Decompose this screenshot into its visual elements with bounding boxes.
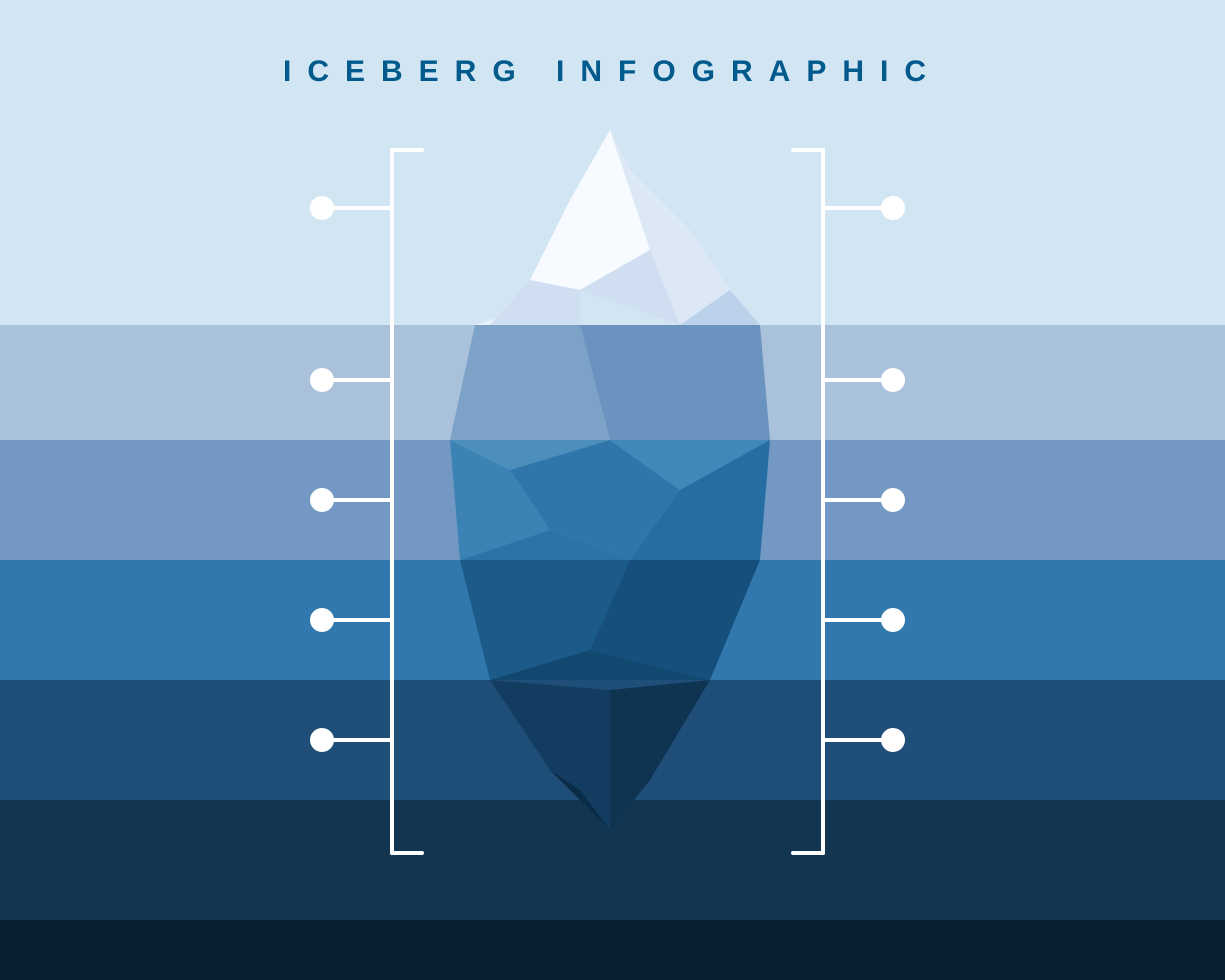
level-marker-left-2[interactable] xyxy=(312,490,332,510)
bracket-frame xyxy=(312,150,903,853)
level-marker-left-0[interactable] xyxy=(312,198,332,218)
level-marker-left-4[interactable] xyxy=(312,730,332,750)
level-marker-right-0[interactable] xyxy=(883,198,903,218)
level-marker-right-3[interactable] xyxy=(883,610,903,630)
level-marker-right-2[interactable] xyxy=(883,490,903,510)
level-marker-right-4[interactable] xyxy=(883,730,903,750)
infographic-canvas: ICEBERG INFOGRAPHIC xyxy=(0,0,1225,980)
level-marker-left-3[interactable] xyxy=(312,610,332,630)
level-marker-left-1[interactable] xyxy=(312,370,332,390)
level-frame xyxy=(0,0,1225,980)
level-marker-right-1[interactable] xyxy=(883,370,903,390)
